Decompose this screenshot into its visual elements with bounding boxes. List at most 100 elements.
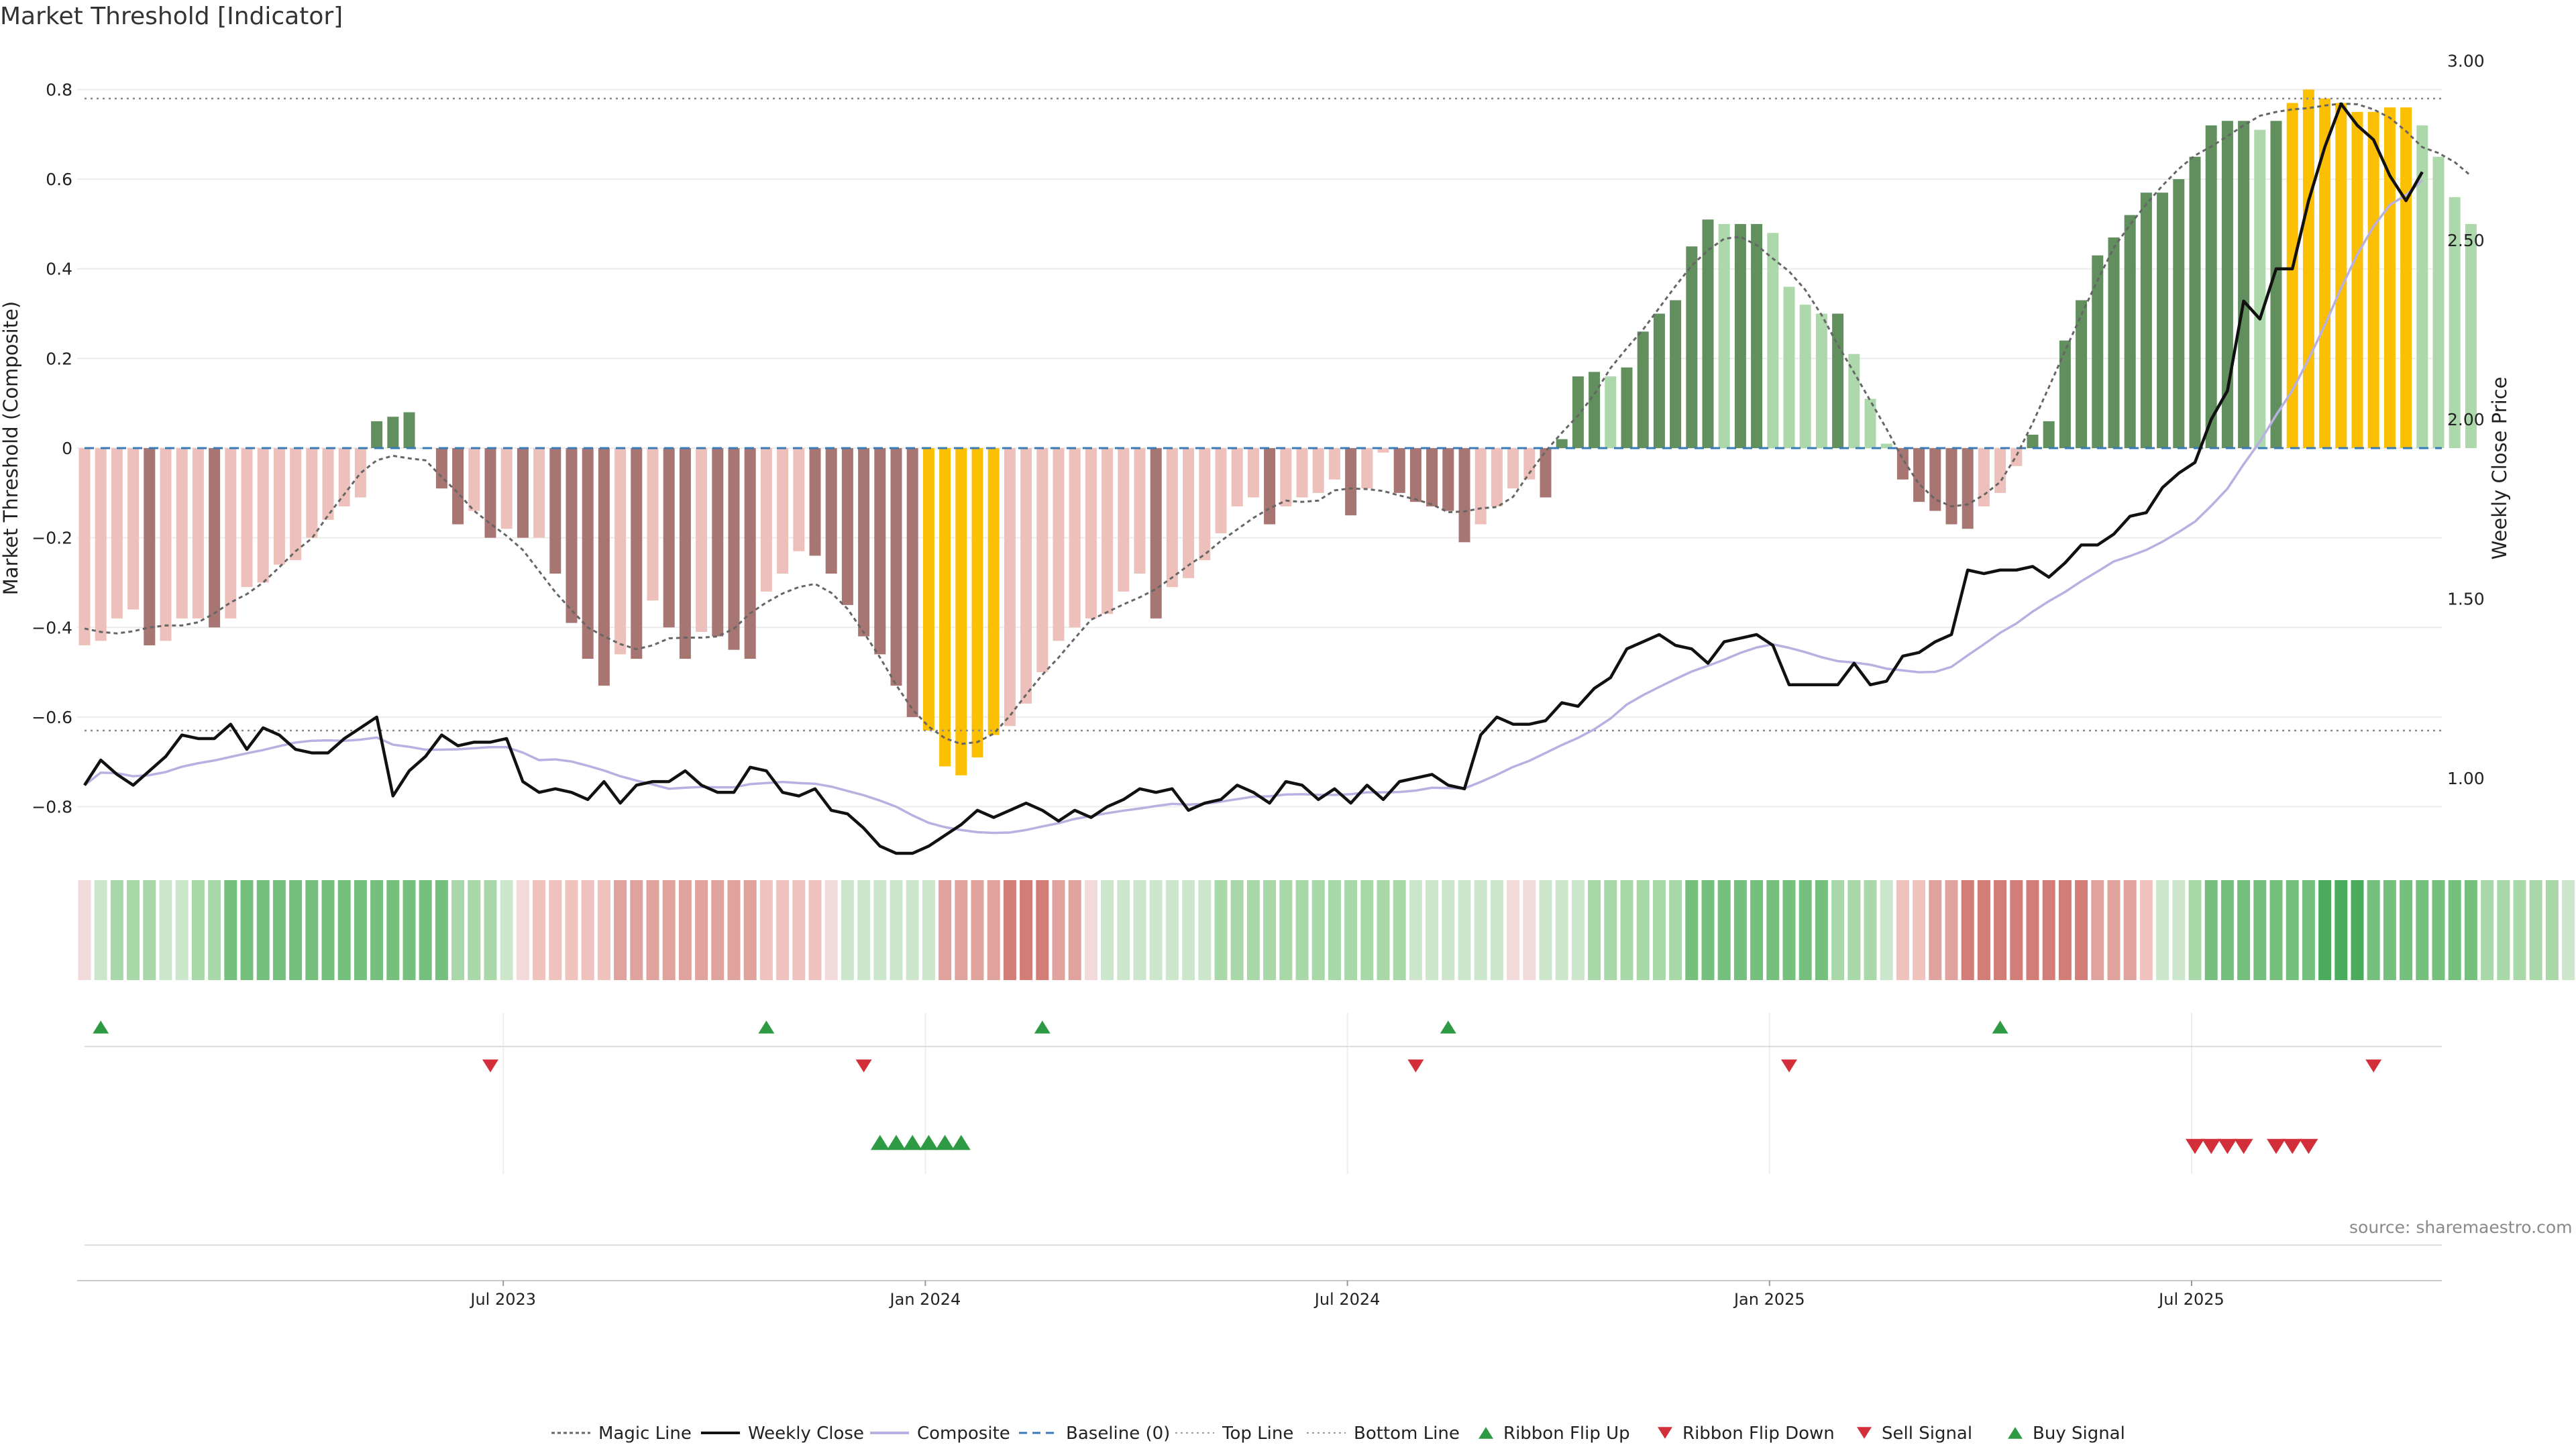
composite-bar xyxy=(1686,246,1698,448)
ribbon-cell xyxy=(2026,880,2039,980)
ribbon-cell xyxy=(484,880,497,980)
legend-item-top: Top Line xyxy=(1175,1424,1293,1444)
composite-bar xyxy=(1864,398,1876,448)
composite-bar xyxy=(2238,121,2250,448)
ribbon-cell xyxy=(2286,880,2299,980)
ribbon-flip-up-marker xyxy=(1992,1020,2008,1034)
ribbon-cell xyxy=(857,880,871,980)
ribbon-cell xyxy=(1571,880,1585,980)
y2-tick-label: 1.00 xyxy=(2447,769,2485,788)
ribbon-cell xyxy=(337,880,351,980)
ribbon-cell xyxy=(2448,880,2461,980)
composite-bar xyxy=(127,448,140,610)
ribbon-cell xyxy=(191,880,205,980)
ribbon-cell xyxy=(2545,880,2559,980)
ribbon-cell xyxy=(1913,880,1926,980)
buy-signal-marker xyxy=(919,1134,938,1150)
composite-bar xyxy=(1020,448,1032,704)
ribbon-cell xyxy=(240,880,254,980)
composite-bar xyxy=(987,448,1000,735)
ribbon-cell xyxy=(841,880,854,980)
y-tick-label: −0.4 xyxy=(32,618,72,637)
ribbon-cell xyxy=(1604,880,1617,980)
ribbon-cell xyxy=(922,880,935,980)
composite-bar xyxy=(1069,448,1081,628)
composite-bar xyxy=(1913,448,1925,502)
composite-bar xyxy=(1896,448,1909,480)
ribbon-cell xyxy=(971,880,984,980)
ribbon-cell xyxy=(2302,880,2315,980)
ribbon-cell xyxy=(2269,880,2283,980)
ribbon-flip-down-marker xyxy=(482,1059,498,1073)
y-tick-label: −0.8 xyxy=(32,798,72,817)
ribbon-cell xyxy=(906,880,919,980)
composite-bar xyxy=(95,448,107,641)
ribbon-cell xyxy=(2253,880,2267,980)
legend-label: Buy Signal xyxy=(2033,1424,2125,1444)
sell-signal-marker xyxy=(2234,1138,2253,1155)
composite-bar xyxy=(2205,125,2217,448)
composite-bar xyxy=(2221,121,2233,448)
ribbon-cell xyxy=(1961,880,1974,980)
ribbon-cell xyxy=(2075,880,2088,980)
composite-bar xyxy=(1491,448,1503,506)
ribbon-cell xyxy=(792,880,806,980)
ribbon-flip-down-marker xyxy=(855,1059,872,1073)
ribbon-cell xyxy=(1052,880,1065,980)
ribbon-cell xyxy=(2172,880,2186,980)
composite-bar xyxy=(1799,305,1811,448)
composite-bar xyxy=(679,448,691,659)
ribbon-cell xyxy=(272,880,286,980)
ribbon-cell xyxy=(614,880,627,980)
x-tick-label: Jul 2024 xyxy=(1313,1290,1381,1309)
sell-signal-marker xyxy=(2283,1138,2302,1155)
composite-bar xyxy=(2010,448,2023,466)
composite-bar xyxy=(1312,448,1324,493)
composite-bar xyxy=(825,448,837,574)
ribbon-cell xyxy=(78,880,91,980)
ribbon-cell xyxy=(678,880,692,980)
composite-bar xyxy=(1572,376,1584,448)
ribbon-cell xyxy=(2351,880,2364,980)
ribbon-cell xyxy=(2432,880,2445,980)
composite-bar xyxy=(1102,448,1114,614)
composite-bar xyxy=(403,412,415,448)
ribbon-cell xyxy=(1652,880,1666,980)
legend-swatch xyxy=(1479,1427,1493,1439)
bars-layer xyxy=(78,89,2477,775)
composite-bar xyxy=(468,448,480,511)
composite-bar xyxy=(1702,219,1714,448)
ribbon-cell xyxy=(2318,880,2332,980)
ribbon-cell xyxy=(1328,880,1341,980)
composite-bar xyxy=(1507,448,1519,489)
ribbon-cell xyxy=(1815,880,1828,980)
ribbon-cell xyxy=(938,880,952,980)
legend-label: Ribbon Flip Up xyxy=(1503,1424,1630,1444)
composite-bar xyxy=(1247,448,1259,498)
composite-bar xyxy=(1150,448,1162,619)
ribbon-cell xyxy=(1880,880,1893,980)
composite-bar xyxy=(793,448,805,551)
ribbon-cell xyxy=(402,880,416,980)
ribbon-cell xyxy=(1831,880,1845,980)
ribbon-flip-down-marker xyxy=(1781,1059,1797,1073)
ribbon-cell xyxy=(1555,880,1568,980)
ribbon-cell xyxy=(1766,880,1780,980)
composite-bar xyxy=(1848,354,1860,448)
sell-signal-marker xyxy=(2218,1138,2237,1155)
ribbon-cell xyxy=(1263,880,1277,980)
composite-bar xyxy=(1670,300,1682,448)
ribbon-cell xyxy=(1246,880,1260,980)
y2-tick-label: 2.00 xyxy=(2447,410,2485,429)
legend-item-flipup: Ribbon Flip Up xyxy=(1479,1424,1630,1444)
ribbon-cell xyxy=(208,880,221,980)
ribbon-cell xyxy=(2513,880,2526,980)
composite-bar xyxy=(1458,448,1470,543)
composite-bar xyxy=(144,448,156,645)
source-note: source: sharemaestro.com xyxy=(2349,1218,2573,1237)
ribbon-cell xyxy=(175,880,189,980)
sell-signal-marker xyxy=(2186,1138,2204,1155)
ribbon-cell xyxy=(2188,880,2202,980)
ribbon-cell xyxy=(1117,880,1130,980)
composite-bar xyxy=(241,448,253,588)
